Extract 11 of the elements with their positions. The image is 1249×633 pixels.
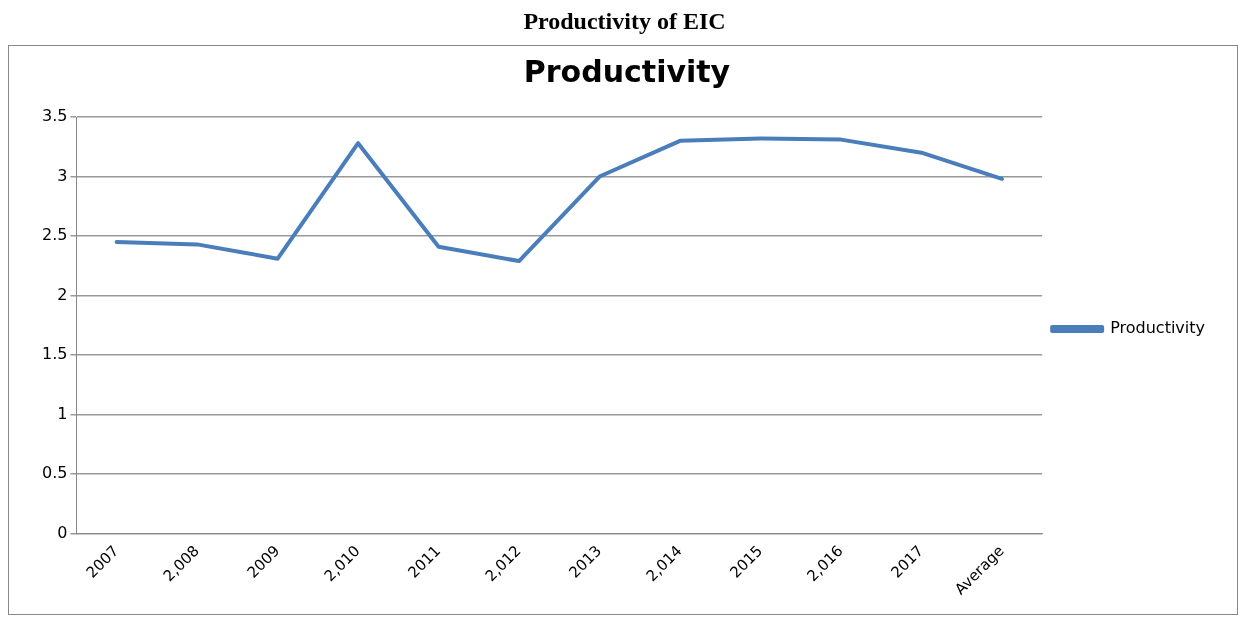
y-tick-label: 2 [57, 284, 68, 304]
y-tick-label: 1.5 [41, 344, 68, 364]
y-tick-label: 0 [57, 522, 68, 542]
y-tick-label: 3 [57, 165, 68, 185]
legend-label: Productivity [1110, 318, 1206, 338]
chart-title: Productivity of EIC [522, 8, 727, 35]
y-tick-label: 3.5 [41, 106, 68, 126]
chart-subtitle: Productivity [523, 53, 731, 89]
y-tick-label: 2.5 [41, 225, 68, 245]
y-tick-label: 0.5 [41, 463, 68, 483]
y-tick-label: 1 [57, 403, 68, 423]
